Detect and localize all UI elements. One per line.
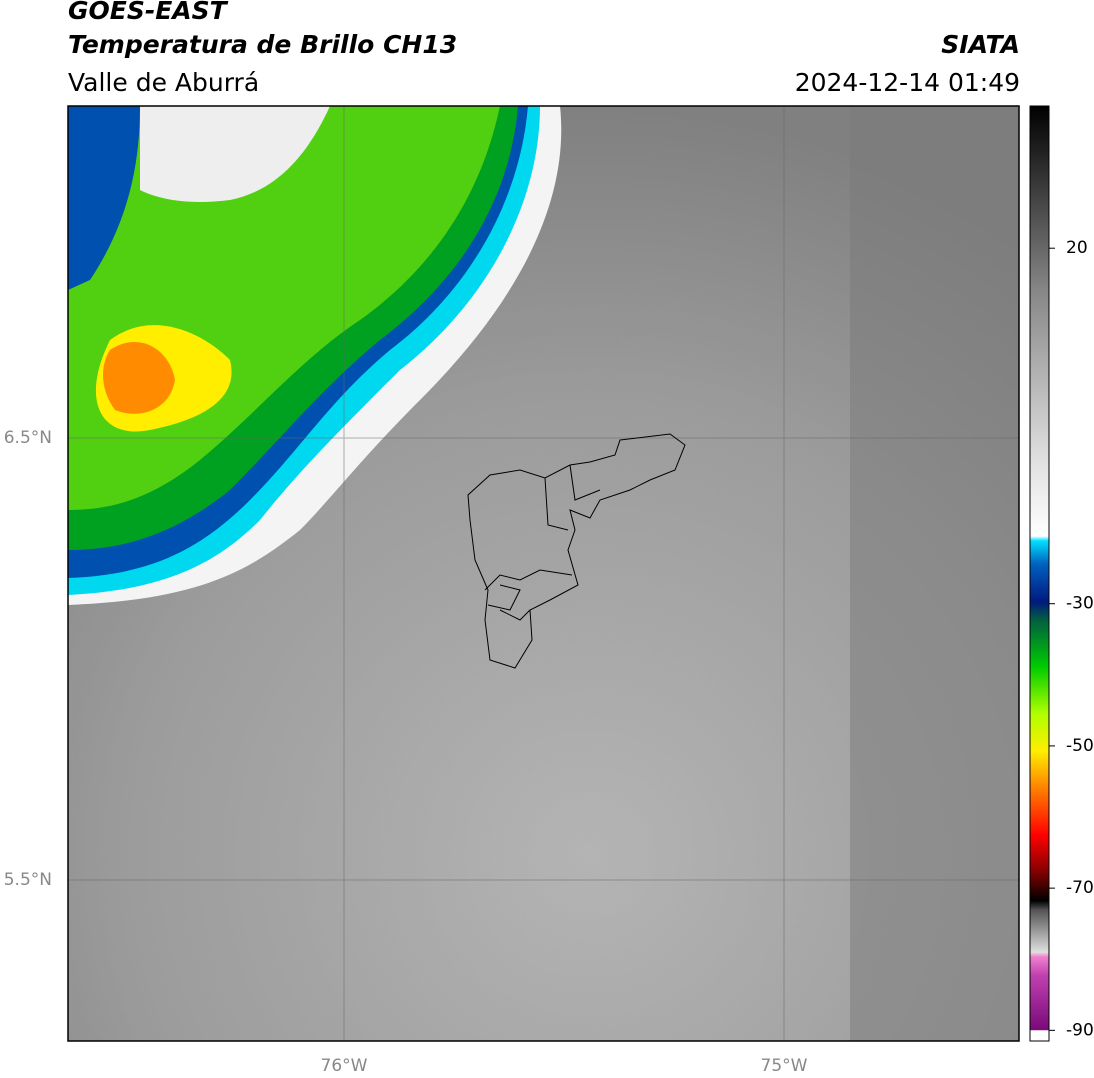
graticule [68,106,1019,1041]
colorbar-tick-label: 20 [1066,238,1088,258]
subtitle: Temperatura de Brillo CH13 [68,30,458,59]
lon-label: 76°W [321,1056,368,1076]
region: Valle de Aburrá [68,68,260,97]
boundary [467,433,686,669]
lon-label: 75°W [761,1056,808,1076]
satellite-image [68,106,1019,1041]
lat-label: 6.5°N [4,428,52,448]
colorbar-tick-label: -50 [1066,736,1094,756]
colorbar-tick-label: -30 [1066,594,1094,614]
source: SIATA [941,30,1020,59]
colorbar-tick-label: -90 [1066,1020,1094,1040]
datetime: 2024-12-14 01:49 [794,68,1020,97]
colorbar-tick-label: -70 [1066,878,1094,898]
map-frame [67,105,1020,1042]
title: GOES-EAST [68,0,227,25]
lat-label: 5.5°N [4,870,52,890]
colorbar [1029,105,1050,1042]
